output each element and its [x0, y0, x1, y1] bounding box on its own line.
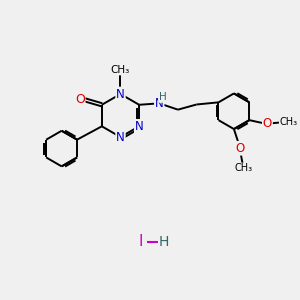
Text: I: I	[138, 234, 143, 249]
Text: CH₃: CH₃	[280, 117, 298, 127]
Text: CH₃: CH₃	[234, 164, 253, 173]
Text: H: H	[159, 235, 169, 249]
Text: O: O	[235, 142, 244, 155]
Text: H: H	[159, 92, 167, 102]
Text: N: N	[135, 120, 143, 133]
Text: O: O	[75, 92, 85, 106]
Text: CH₃: CH₃	[111, 64, 130, 75]
Text: N: N	[116, 88, 125, 100]
Text: N: N	[155, 97, 164, 110]
Text: O: O	[263, 117, 272, 130]
Text: N: N	[116, 130, 125, 144]
